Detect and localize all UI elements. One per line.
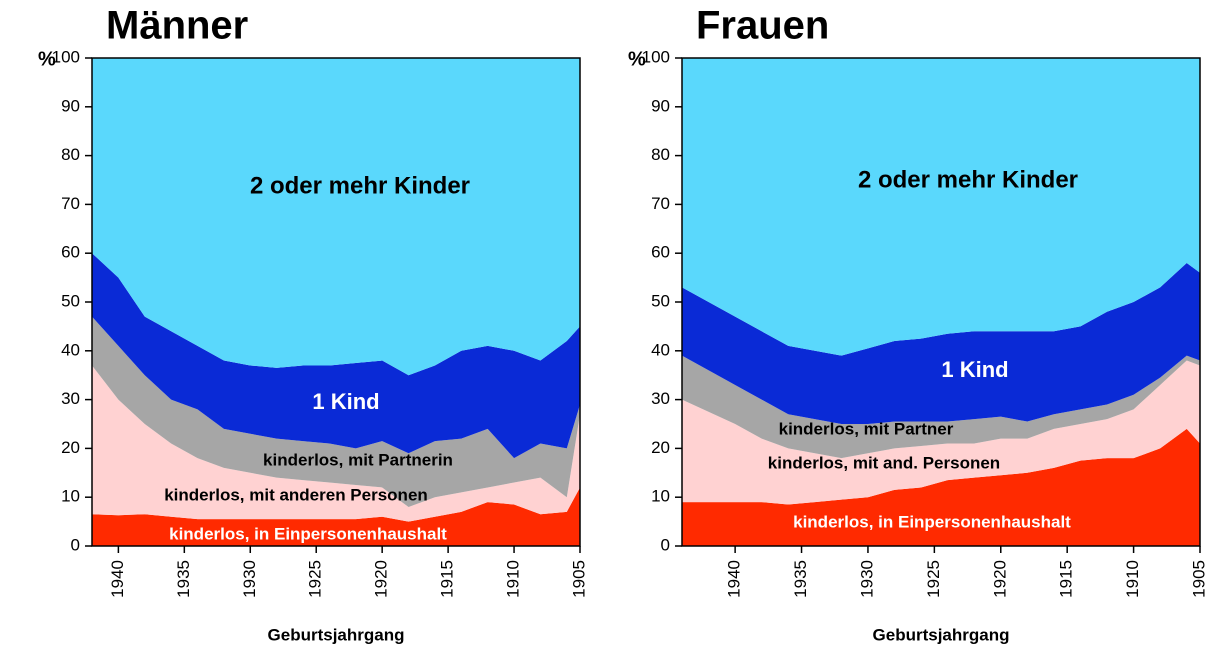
area <box>92 365 580 522</box>
y-axis-label: % <box>38 48 56 70</box>
x-tick-label: 1940 <box>108 560 127 598</box>
x-tick-label: 1930 <box>857 560 876 598</box>
y-tick-label: 80 <box>651 145 670 164</box>
y-tick-label: 0 <box>71 535 80 554</box>
x-tick-label: 1935 <box>791 560 810 598</box>
y-tick-label: 60 <box>651 243 670 262</box>
y-tick-label: 90 <box>61 96 80 115</box>
area <box>92 487 580 546</box>
x-tick-label: 1925 <box>306 560 325 598</box>
y-tick-label: 80 <box>61 145 80 164</box>
chart-title: Frauen <box>696 4 829 48</box>
annotation: 2 oder mehr Kinder <box>858 166 1078 193</box>
x-tick-label: 1920 <box>372 560 391 598</box>
area <box>682 428 1200 546</box>
x-tick-label: 1910 <box>504 560 523 598</box>
y-axis-label: % <box>628 48 646 70</box>
y-tick-label: 30 <box>651 389 670 408</box>
y-tick-label: 20 <box>651 438 670 457</box>
x-tick-label: 1925 <box>924 560 943 598</box>
area <box>682 355 1200 459</box>
area <box>92 253 580 459</box>
annotation: kinderlos, mit Partnerin <box>263 450 453 469</box>
area <box>92 58 580 376</box>
y-tick-label: 50 <box>61 291 80 310</box>
y-tick-label: 10 <box>651 487 670 506</box>
x-tick-label: 1910 <box>1123 560 1142 598</box>
y-tick-label: 70 <box>651 194 670 213</box>
x-tick-label: 1940 <box>725 560 744 598</box>
y-tick-label: 20 <box>61 438 80 457</box>
x-axis-label: Geburtsjahrgang <box>873 625 1010 644</box>
x-axis-label: Geburtsjahrgang <box>268 625 405 644</box>
annotation: kinderlos, mit Partner <box>779 419 954 438</box>
annotation: 1 Kind <box>941 357 1008 382</box>
area <box>92 316 580 507</box>
y-tick-label: 100 <box>642 47 670 66</box>
x-tick-label: 1915 <box>438 560 457 598</box>
x-tick-label: 1935 <box>174 560 193 598</box>
annotation: 2 oder mehr Kinder <box>250 172 470 199</box>
x-tick-label: 1930 <box>240 560 259 598</box>
y-tick-label: 90 <box>651 96 670 115</box>
y-tick-label: 70 <box>61 194 80 213</box>
x-tick-label: 1905 <box>1189 560 1208 598</box>
annotation: kinderlos, mit anderen Personen <box>164 485 428 504</box>
x-tick-label: 1920 <box>990 560 1009 598</box>
x-tick-label: 1905 <box>569 560 588 598</box>
y-tick-label: 10 <box>61 487 80 506</box>
area <box>682 58 1200 356</box>
y-tick-label: 60 <box>61 243 80 262</box>
y-tick-label: 30 <box>61 389 80 408</box>
area <box>682 360 1200 505</box>
x-tick-label: 1915 <box>1057 560 1076 598</box>
y-tick-label: 40 <box>651 340 670 359</box>
annotation: 1 Kind <box>312 389 379 414</box>
y-tick-label: 100 <box>52 47 80 66</box>
y-tick-label: 0 <box>661 535 670 554</box>
area <box>682 262 1200 424</box>
y-tick-label: 50 <box>651 291 670 310</box>
annotation: kinderlos, in Einpersonenhaushalt <box>793 512 1071 531</box>
y-tick-label: 40 <box>61 340 80 359</box>
annotation: kinderlos, in Einpersonenhaushalt <box>169 524 447 543</box>
chart-title: Männer <box>106 4 248 48</box>
annotation: kinderlos, mit and. Personen <box>768 453 1000 472</box>
